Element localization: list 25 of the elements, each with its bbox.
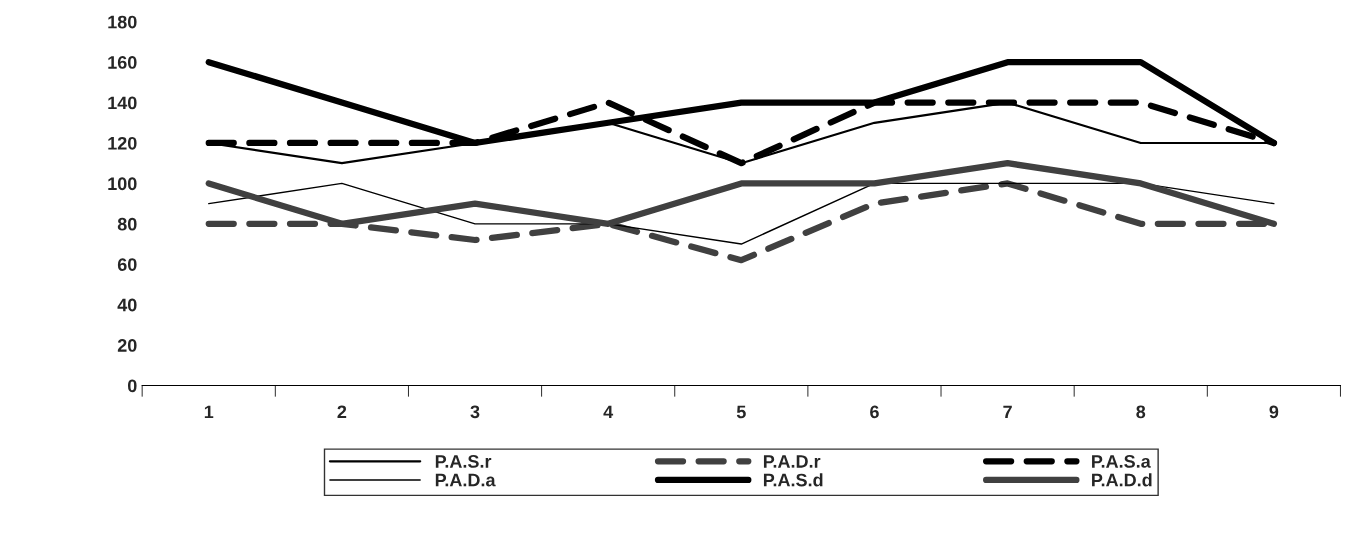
x-tick-label: 3 xyxy=(470,405,480,419)
y-tick-label: 60 xyxy=(117,258,137,271)
y-tick-label: 80 xyxy=(117,217,137,231)
legend-label: P.A.S.d xyxy=(763,473,823,487)
y-tick-label: 20 xyxy=(117,339,137,352)
y-tick-label: 40 xyxy=(117,298,137,312)
x-tick-label: 7 xyxy=(1003,405,1012,419)
y-tick-label: 0 xyxy=(127,379,137,393)
x-tick-label: 2 xyxy=(337,405,347,419)
legend-label: P.A.D.d xyxy=(1092,473,1152,487)
x-tick-label: 4 xyxy=(603,405,614,419)
x-tick-label: 9 xyxy=(1269,405,1279,419)
x-tick-label: 8 xyxy=(1136,405,1146,419)
x-tick-label: 5 xyxy=(736,405,746,419)
y-tick-label: 180 xyxy=(108,15,137,29)
y-tick-label: 100 xyxy=(108,177,137,191)
y-tick-label: 120 xyxy=(108,136,137,150)
legend-label: P.A.S.a xyxy=(1092,455,1151,468)
y-tick-label: 140 xyxy=(108,96,137,110)
y-tick-label: 160 xyxy=(108,56,137,69)
x-tick-label: 1 xyxy=(204,405,214,419)
legend-label: P.A.D.r xyxy=(763,455,821,468)
x-tick-label: 6 xyxy=(870,405,879,419)
legend-label: P.A.S.r xyxy=(435,455,492,468)
legend-label: P.A.D.a xyxy=(435,473,496,487)
